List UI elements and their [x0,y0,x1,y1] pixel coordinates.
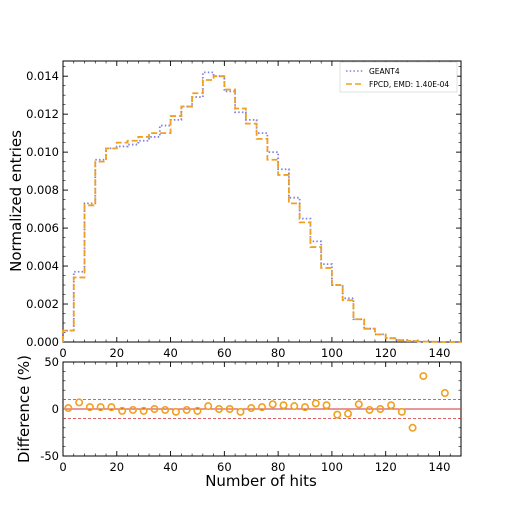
difference-point [107,403,116,412]
x-axis-label: Number of hits [205,472,317,490]
difference-point [279,401,288,410]
difference-point [118,406,127,415]
top-y-tick-label: 0.006 [26,221,59,235]
bottom-x-tick-label: 140 [429,460,451,474]
difference-point [193,406,202,415]
top-x-tick-label: 60 [217,346,232,360]
difference-point [161,405,170,414]
difference-point [75,398,84,407]
top-y-tick-label: 0.010 [26,145,59,159]
bottom-y-tick-label: -50 [40,449,59,463]
difference-point [247,404,256,413]
difference-point [257,403,266,412]
top-x-tick-label: 40 [163,346,178,360]
top-y-tick-label: 0.008 [26,183,59,197]
top-y-axis-label: Normalized entries [7,130,25,272]
difference-point [171,407,180,416]
legend-label-geant4: GEANT4 [369,67,400,76]
difference-point [204,402,213,411]
legend: GEANT4 FPCD, EMD: 1.40E-04 [339,61,458,93]
difference-point [440,389,449,398]
difference-point [236,407,245,416]
top-x-tick-label: 80 [271,346,286,360]
difference-point [214,404,223,413]
top-y-tick-label: 0.000 [26,335,59,349]
difference-point [354,400,363,409]
top-x-tick-label: 140 [429,346,451,360]
difference-point [85,403,94,412]
top-y-tick-label: 0.002 [26,297,59,311]
top-y-tick-label: 0.012 [26,107,59,121]
difference-point [419,372,428,381]
difference-point [182,405,191,414]
top-x-tick-label: 0 [59,346,66,360]
legend-label-fpcd: FPCD, EMD: 1.40E-04 [369,80,449,89]
difference-point [408,423,417,432]
series-line-geant4 [62,71,461,343]
top-y-tick-label: 0.014 [26,69,59,83]
difference-point [64,404,73,413]
bottom-x-tick-label: 60 [217,460,232,474]
bottom-x-tick-label: 100 [321,460,343,474]
histogram-panel: 0 20 40 60 80 100 120 140 0.000 0.002 0.004 0.006 0.… [26,60,462,360]
bottom-y-tick-label: 0 [52,402,59,416]
bottom-y-axis-label: Difference (%) [15,355,33,463]
bottom-x-tick-label: 0 [59,460,66,474]
difference-point [387,401,396,410]
bottom-x-tick-label: 40 [163,460,178,474]
top-frame [62,60,462,343]
series-line-fpcd [62,75,461,343]
difference-point [128,405,137,414]
difference-point [376,404,385,413]
difference-point [322,401,331,410]
top-x-tick-label: 100 [321,346,343,360]
difference-point [365,405,374,414]
legend-box [339,61,458,93]
bottom-x-tick-label: 120 [375,460,397,474]
difference-point [333,410,342,419]
difference-point [301,403,310,412]
difference-point [344,409,353,418]
difference-point [96,403,105,412]
difference-point [150,404,159,413]
difference-point [397,407,406,416]
bottom-y-tick-label: 50 [44,355,59,369]
top-x-tick-label: 20 [109,346,124,360]
difference-point [268,400,277,409]
difference-point [139,406,148,415]
top-x-tick-label: 120 [375,346,397,360]
difference-point [311,399,320,408]
difference-point [225,404,234,413]
bottom-x-tick-label: 80 [271,460,286,474]
bottom-x-tick-label: 20 [109,460,124,474]
top-y-tick-label: 0.004 [26,259,59,273]
difference-point [290,402,299,411]
